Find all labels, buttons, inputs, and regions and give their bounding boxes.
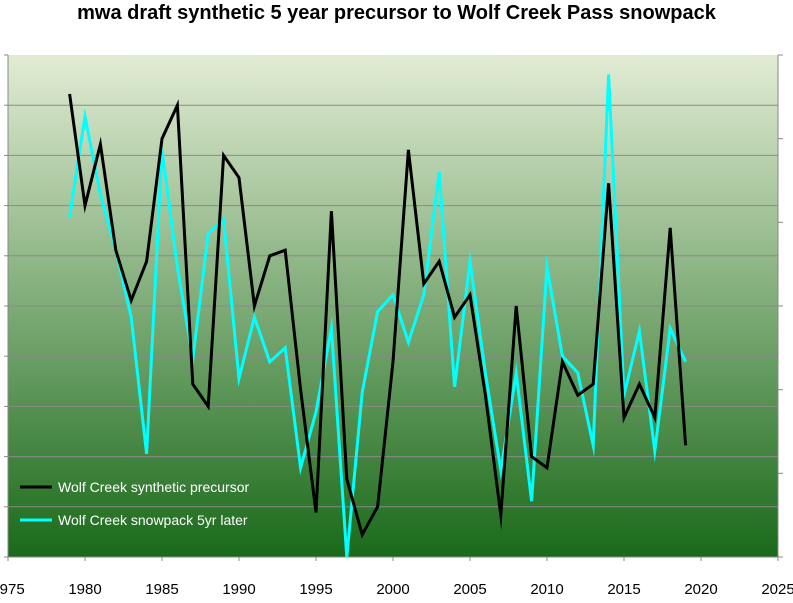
series-line-2 xyxy=(68,74,687,558)
x-tick-label: 2005 xyxy=(453,581,486,598)
chart-title: mwa draft synthetic 5 year precursor to … xyxy=(77,2,716,24)
x-tick-label: 1995 xyxy=(299,581,332,598)
x-tick-label: 2010 xyxy=(530,581,563,598)
x-tick-label: 2025 xyxy=(761,581,793,598)
series-lines xyxy=(68,74,688,558)
series-line-1 xyxy=(68,93,688,539)
x-tick-label: 1990 xyxy=(222,581,255,598)
x-tick-label: 1980 xyxy=(68,581,101,598)
axes: 1975 1980 1985 1990 1995 2000 2005 2010 2015 2020… xyxy=(0,54,793,598)
x-tick-label: 2020 xyxy=(684,581,717,598)
legend-label: Wolf Creek synthetic precursor xyxy=(58,479,249,495)
x-tick-label: 1985 xyxy=(145,581,178,598)
legend: Wolf Creek synthetic precursor Wolf Creek… xyxy=(20,479,249,528)
gridlines xyxy=(8,104,778,508)
x-tick-label: 2015 xyxy=(607,581,640,598)
x-tick-label: 1975 xyxy=(0,581,25,598)
legend-label: Wolf Creek snowpack 5yr later xyxy=(58,512,248,528)
x-tick-label: 2000 xyxy=(376,581,409,598)
